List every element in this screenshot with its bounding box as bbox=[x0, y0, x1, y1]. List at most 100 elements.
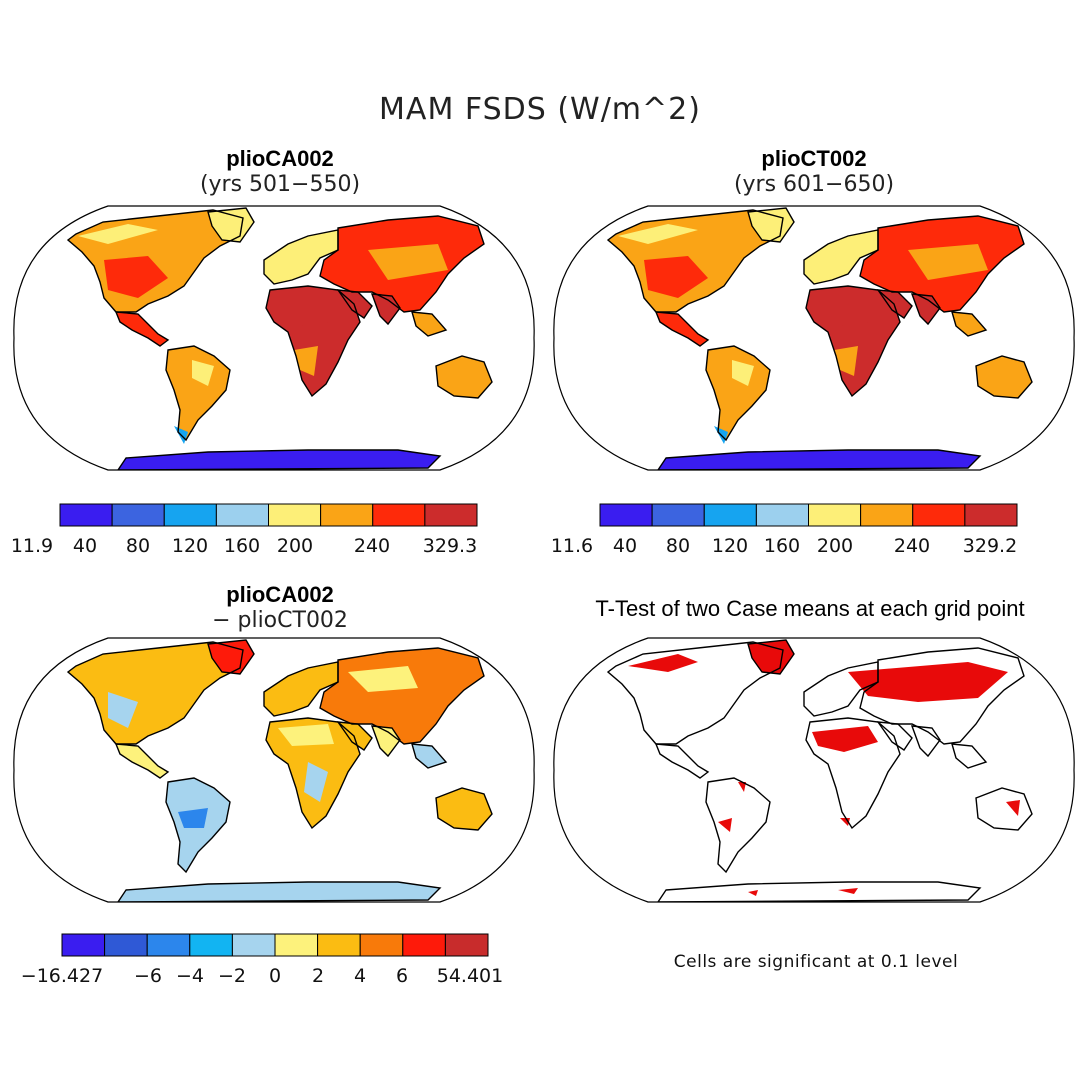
colorbar-swatch bbox=[755, 503, 809, 527]
colorbar-swatch bbox=[372, 503, 426, 527]
coastline-australia bbox=[975, 355, 1033, 399]
colorbar-tick-label: 240 bbox=[894, 535, 930, 557]
land-antarctica bbox=[658, 450, 980, 470]
panel-3-title: plioCA002 bbox=[226, 582, 334, 607]
coastline-samerica bbox=[705, 345, 771, 442]
colorbar-3: −16.427 −6 −4 −2 0 2 4 6 54.401 bbox=[21, 933, 503, 987]
coastline-africa bbox=[265, 285, 361, 398]
land-seasia bbox=[412, 312, 446, 336]
map-panel-4 bbox=[553, 637, 1075, 903]
shading-patch bbox=[908, 244, 988, 280]
map-frame bbox=[13, 637, 535, 903]
coastline-samerica bbox=[705, 777, 771, 874]
colorbar-tick-label: 54.401 bbox=[437, 965, 503, 987]
panel-1-title: plioCA002 bbox=[226, 146, 334, 171]
colorbar-tick-label: 80 bbox=[666, 535, 690, 557]
shading-patch bbox=[818, 294, 888, 326]
coastline-india bbox=[910, 725, 941, 758]
significance-note: Cells are significant at 0.1 level bbox=[673, 952, 959, 972]
shading-patch bbox=[348, 666, 418, 692]
coastline-seasia bbox=[951, 311, 988, 337]
coastline-samerica bbox=[165, 345, 231, 442]
map-frame bbox=[553, 637, 1075, 903]
land-antarctica bbox=[118, 882, 440, 902]
coastline-europe bbox=[803, 661, 879, 717]
coastline-arabia bbox=[336, 721, 373, 751]
shading-patch bbox=[738, 782, 746, 792]
coastline-arabia bbox=[336, 289, 373, 319]
colorbar-tick-label: 120 bbox=[712, 535, 748, 557]
land-greenland bbox=[208, 640, 254, 674]
land-samerica bbox=[706, 778, 770, 872]
panel-4-title: T-Test of two Case means at each grid po… bbox=[595, 596, 1025, 621]
colorbar-tick-label: 0 bbox=[269, 965, 281, 987]
panel-2-title-block: plioCT002 (yrs 601−650) bbox=[664, 146, 964, 198]
shading-patch bbox=[748, 890, 758, 896]
shading-patch bbox=[1006, 800, 1020, 816]
colorbar-tick-label: 240 bbox=[354, 535, 390, 557]
colorbar-swatch bbox=[703, 503, 757, 527]
coastline-india bbox=[370, 725, 401, 758]
land-camerica bbox=[116, 744, 168, 778]
figure-title: MAM FSDS (W/m^2) bbox=[379, 92, 701, 127]
shading-patch bbox=[294, 346, 318, 376]
panel-2-title: plioCT002 bbox=[761, 146, 867, 171]
coastline-asia bbox=[859, 215, 1025, 313]
colorbar-tick-label: 6 bbox=[396, 965, 408, 987]
shading-patch bbox=[368, 244, 448, 280]
coastline-camerica bbox=[114, 743, 170, 779]
shading-patch bbox=[834, 346, 858, 376]
map-frame bbox=[13, 205, 535, 471]
colorbar-swatch bbox=[146, 933, 191, 957]
map-panel-1 bbox=[13, 205, 535, 471]
colorbar-swatch bbox=[104, 933, 148, 957]
land-greenland bbox=[748, 208, 794, 242]
colorbar-tick-label: −2 bbox=[218, 965, 246, 987]
colorbar-swatch bbox=[317, 933, 361, 957]
colorbar-tick-label: 120 bbox=[172, 535, 208, 557]
panel-4-title-block: T-Test of two Case means at each grid po… bbox=[545, 596, 1075, 622]
land-australia bbox=[976, 788, 1032, 830]
shading-patch bbox=[838, 888, 858, 894]
colorbar-tick-label: 200 bbox=[817, 535, 853, 557]
coastline-australia bbox=[435, 355, 493, 399]
land-australia bbox=[436, 788, 492, 830]
colorbar-tick-label: 80 bbox=[126, 535, 150, 557]
land-australia bbox=[436, 356, 492, 398]
colorbar-swatch bbox=[860, 503, 914, 527]
coastline-europe bbox=[803, 229, 879, 285]
coastline-asia bbox=[319, 647, 485, 745]
coastline-asia bbox=[859, 647, 1025, 745]
shading-patch bbox=[812, 726, 878, 752]
map-panel-3 bbox=[13, 637, 535, 903]
coastline-australia bbox=[975, 787, 1033, 831]
shading-patch bbox=[718, 818, 732, 832]
colorbar-tick-label: −4 bbox=[176, 965, 204, 987]
colorbar-swatch bbox=[61, 933, 106, 957]
shading-patch bbox=[178, 808, 208, 828]
coastline-greenland bbox=[747, 207, 795, 243]
panel-1-subtitle: (yrs 501−550) bbox=[199, 172, 361, 197]
coastline-africa bbox=[805, 717, 901, 830]
shading-patch bbox=[192, 360, 214, 386]
colorbar-tick-label: 160 bbox=[764, 535, 800, 557]
coastline-europe bbox=[263, 661, 339, 717]
coastline-india bbox=[910, 293, 941, 326]
coastline-samerica bbox=[165, 777, 231, 874]
colorbar-swatch bbox=[231, 933, 276, 957]
coastline-india bbox=[370, 293, 401, 326]
map-frame bbox=[553, 205, 1075, 471]
land-samerica bbox=[706, 346, 770, 440]
map-panel-2 bbox=[553, 205, 1075, 471]
coastline-camerica bbox=[114, 311, 170, 347]
colorbar-swatch bbox=[359, 933, 404, 957]
colorbar-2: 11.6 40 80 120 160 200 240 329.2 bbox=[551, 503, 1018, 557]
land-seasia bbox=[952, 312, 986, 336]
land-greenland bbox=[208, 208, 254, 242]
land-camerica bbox=[656, 312, 708, 346]
shading-patch bbox=[618, 224, 698, 244]
colorbar-tick-label: 40 bbox=[73, 535, 97, 557]
shading-patch bbox=[628, 654, 698, 672]
land-seasia bbox=[952, 744, 986, 768]
shading-patch bbox=[732, 360, 754, 386]
